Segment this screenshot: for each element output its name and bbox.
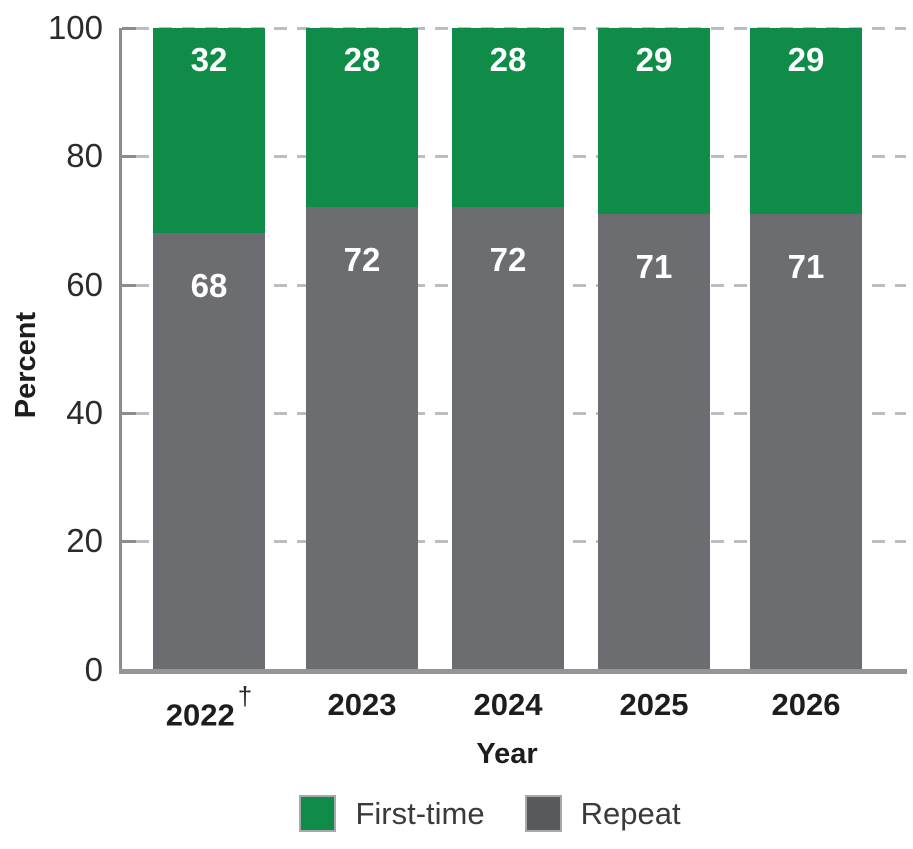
dagger-footnote-symbol: † xyxy=(237,681,253,711)
y-tick-mark xyxy=(122,412,136,415)
bar-value-label: 28 xyxy=(343,41,381,79)
bar-value-label: 72 xyxy=(343,241,381,279)
y-tick-label: 0 xyxy=(84,651,103,688)
bar-value-label: 68 xyxy=(190,267,228,305)
bar-segment-first-time: 28 xyxy=(306,28,418,208)
bar-segment-repeat: 72 xyxy=(306,207,418,669)
y-tick-mark xyxy=(122,284,136,287)
x-tick-label-2025: 2025 xyxy=(619,687,689,722)
bar-value-label: 28 xyxy=(489,41,527,79)
bar-2025: 29 71 xyxy=(598,28,710,669)
bar-segment-first-time: 29 xyxy=(750,28,862,214)
bar-2026: 29 71 xyxy=(750,28,862,669)
chart-legend: First-time Repeat xyxy=(0,790,913,836)
y-axis-line xyxy=(119,28,122,674)
bar-2024: 28 72 xyxy=(452,28,564,669)
bar-value-label: 29 xyxy=(635,41,673,79)
bar-segment-repeat: 72 xyxy=(452,207,564,669)
bar-segment-first-time: 32 xyxy=(153,28,265,234)
x-tick-label-2023: 2023 xyxy=(327,687,397,722)
bar-value-label: 71 xyxy=(787,247,825,285)
legend-swatch-first-time xyxy=(299,794,337,832)
x-tick-label-2026: 2026 xyxy=(771,687,841,722)
y-tick-label: 20 xyxy=(66,522,103,559)
legend-label: Repeat xyxy=(580,795,681,831)
y-axis-title: Percent xyxy=(10,311,42,419)
x-tick-label-2022: 2022† xyxy=(124,681,294,733)
bar-value-label: 29 xyxy=(787,41,825,79)
y-tick-label: 60 xyxy=(66,266,103,303)
bar-segment-first-time: 28 xyxy=(452,28,564,208)
bar-segment-repeat: 71 xyxy=(598,213,710,669)
bar-segment-repeat: 71 xyxy=(750,213,862,669)
bar-segment-repeat: 68 xyxy=(153,233,265,669)
bar-value-label: 72 xyxy=(489,241,527,279)
y-tick-mark xyxy=(122,155,136,158)
bar-2022: 32 68 xyxy=(153,28,265,669)
x-axis-title: Year xyxy=(476,738,538,770)
bar-value-label: 71 xyxy=(635,247,673,285)
legend-swatch-repeat xyxy=(524,794,562,832)
x-tick-label-2024: 2024 xyxy=(473,687,543,722)
legend-item-repeat: Repeat xyxy=(524,794,681,832)
y-tick-label: 40 xyxy=(66,394,103,431)
y-tick-label: 80 xyxy=(66,137,103,174)
bar-segment-first-time: 29 xyxy=(598,28,710,214)
bar-2023: 28 72 xyxy=(306,28,418,669)
legend-item-first-time: First-time xyxy=(299,794,485,832)
y-tick-mark xyxy=(122,27,136,30)
x-tick-text: 2022 xyxy=(165,697,235,733)
y-tick-label: 100 xyxy=(47,9,103,46)
bar-value-label: 32 xyxy=(190,41,228,79)
legend-label: First-time xyxy=(355,795,485,831)
y-tick-mark xyxy=(122,540,136,543)
x-axis-line xyxy=(119,669,907,674)
